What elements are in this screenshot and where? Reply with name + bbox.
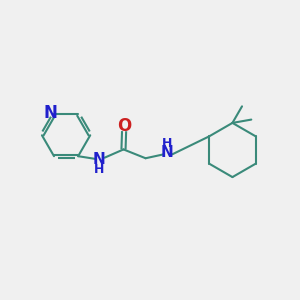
Text: O: O <box>117 117 131 135</box>
Text: N: N <box>93 152 106 167</box>
Text: N: N <box>160 146 173 160</box>
Text: N: N <box>44 104 57 122</box>
Text: H: H <box>162 137 172 150</box>
Text: H: H <box>94 163 104 176</box>
